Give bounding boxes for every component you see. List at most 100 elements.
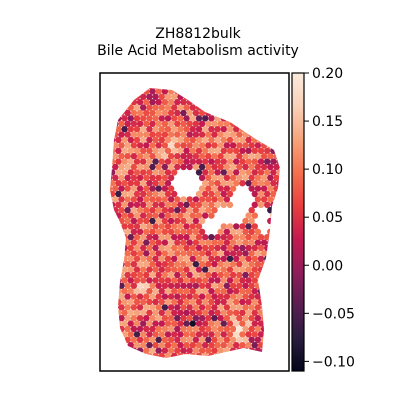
spot [174, 315, 181, 322]
spot [152, 93, 159, 101]
spot [208, 126, 215, 133]
spot [236, 271, 243, 279]
spot [208, 104, 215, 111]
spot [257, 126, 265, 133]
spot [133, 115, 141, 122]
spot [270, 255, 277, 262]
spot [143, 109, 150, 117]
spot [233, 126, 240, 133]
spot [146, 147, 153, 154]
spot [254, 142, 262, 149]
spot [211, 207, 218, 214]
spot [155, 239, 162, 246]
spot [198, 347, 206, 354]
spot [202, 277, 209, 284]
spot [264, 320, 271, 327]
spot [208, 88, 215, 90]
spot [186, 163, 193, 171]
spot [245, 104, 252, 111]
spot [115, 190, 122, 198]
spot [189, 234, 196, 241]
spot [257, 320, 265, 327]
spot [143, 261, 150, 268]
spot [136, 315, 144, 322]
spot [171, 201, 178, 208]
spot [127, 320, 134, 327]
spot [217, 109, 224, 117]
spot [254, 239, 262, 246]
spot [223, 99, 231, 106]
spot [149, 153, 156, 160]
spot [236, 120, 243, 128]
spot [242, 271, 249, 279]
spot [214, 244, 221, 252]
spot [276, 169, 280, 176]
spot [146, 277, 153, 284]
spot [214, 331, 221, 338]
spot [226, 223, 234, 230]
spot [146, 244, 153, 252]
spot [267, 347, 274, 354]
spot [242, 153, 249, 160]
spot [110, 109, 113, 117]
spot [276, 309, 280, 316]
spot [236, 142, 243, 149]
spot [270, 115, 277, 122]
spot [112, 293, 119, 300]
spot [115, 126, 122, 133]
spot [164, 93, 172, 101]
spot [267, 325, 274, 333]
spot [248, 261, 255, 268]
spot [273, 304, 280, 311]
spot [202, 88, 209, 90]
spot [251, 266, 258, 273]
spot [239, 115, 246, 122]
spot [164, 320, 172, 327]
spot [242, 282, 249, 289]
spot [110, 196, 113, 203]
spot [245, 309, 252, 316]
spot [276, 126, 280, 133]
spot [260, 109, 268, 117]
spot [257, 244, 265, 252]
spot [264, 158, 271, 165]
spot [171, 288, 178, 295]
spot [233, 352, 240, 358]
spot [177, 342, 184, 349]
spot [264, 147, 271, 154]
spot [167, 271, 175, 279]
spot [149, 142, 156, 149]
spot [177, 136, 184, 144]
spot [149, 207, 156, 214]
spot [143, 315, 150, 322]
spot [164, 201, 172, 208]
spot [118, 109, 125, 117]
spot [202, 309, 209, 316]
spot [202, 93, 209, 101]
spot [130, 142, 138, 149]
spot [158, 342, 165, 349]
spot [130, 228, 138, 235]
spot [140, 147, 147, 154]
spot [254, 304, 262, 311]
spot [198, 304, 206, 311]
spot [152, 88, 159, 90]
spot [103, 148, 109, 154]
spot [180, 99, 187, 106]
spot [239, 298, 246, 306]
spot [260, 142, 268, 149]
spot [226, 169, 234, 176]
spot [171, 234, 178, 241]
spot [270, 298, 277, 306]
spot [149, 261, 156, 268]
spot [270, 88, 277, 90]
spot [195, 104, 203, 111]
spot [127, 266, 134, 273]
spot [195, 342, 203, 349]
spot [267, 271, 274, 279]
spot [242, 142, 249, 149]
spot [110, 234, 116, 241]
spot [202, 115, 209, 122]
spot [177, 352, 184, 358]
spot [133, 88, 141, 90]
